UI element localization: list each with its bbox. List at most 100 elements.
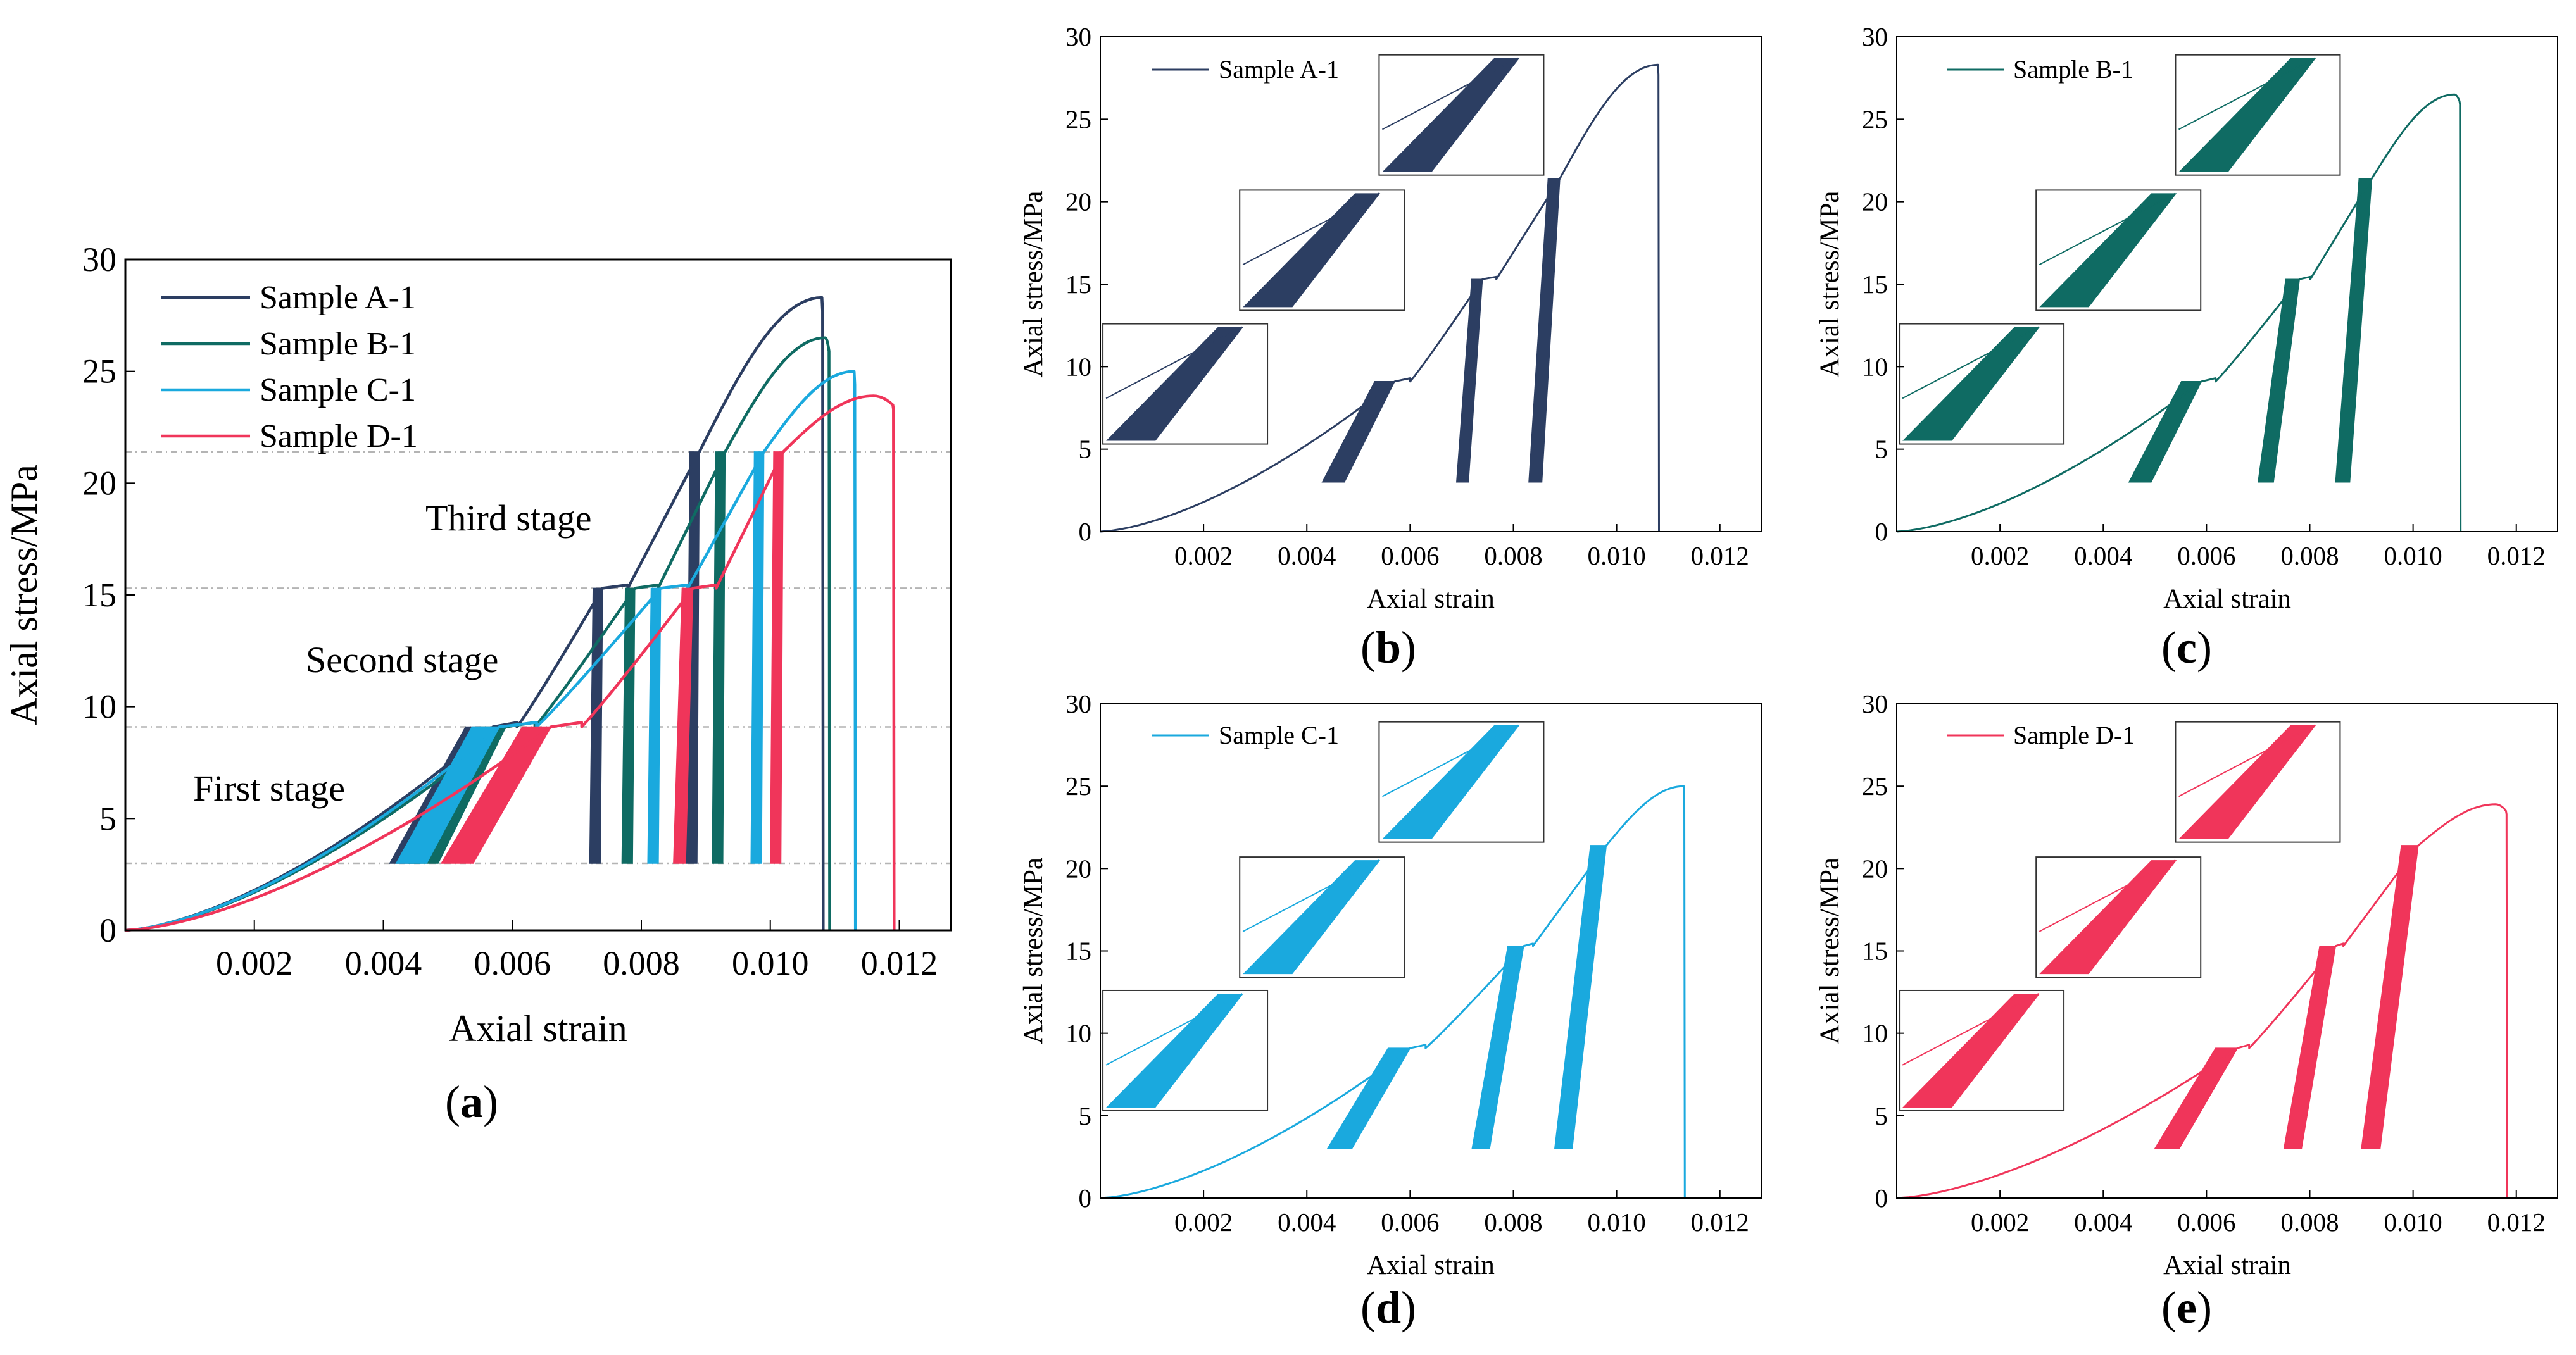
x-tick-label: 0.010 [1588,1208,1646,1237]
cyclic-loop-band [1554,845,1607,1149]
y-tick-label: 20 [1862,854,1888,883]
y-tick-label: 10 [1862,352,1888,381]
x-tick-label: 0.004 [1278,1208,1336,1237]
series-line [1896,93,2462,533]
y-axis-label: Axial stress/MPa [1815,190,1845,377]
y-tick-label: 15 [1862,270,1888,299]
cyclic-loop-band [589,587,603,864]
cyclic-loop-band [1455,278,1483,483]
legend-entry: Sample B-1 [260,326,416,362]
y-axis-label: Axial stress/MPa [1815,858,1845,1044]
zoom-inset [1102,989,1269,1111]
x-tick-label: 0.010 [732,944,809,982]
y-tick-label: 25 [1065,771,1091,801]
x-tick-label: 0.002 [1174,541,1233,570]
x-tick-label: 0.008 [2280,541,2339,570]
cyclic-loop-band [2258,278,2301,483]
inset-loop-band [1902,327,2040,441]
cyclic-loop-band [1471,945,1524,1149]
cyclic-loop-band [770,451,784,864]
y-tick-label: 15 [1065,270,1091,299]
inset-curve-line [1242,859,1379,932]
panel-d: 0 5 10 15 20 25 30 0.002 0.004 0.006 0.008 0.010 0.0… [1019,689,1762,1333]
zoom-inset [1239,189,1405,311]
inset-curve-line [2178,724,2315,797]
x-tick-label: 0.004 [2074,541,2132,570]
panel-label: (e) [2161,1282,2212,1333]
y-tick-label: 15 [1862,937,1888,966]
y-tick-label: 5 [99,799,116,837]
y-tick-label: 10 [1065,352,1091,381]
series-line [125,296,825,932]
panel-label: (a) [445,1077,498,1127]
x-tick-label: 0.008 [2280,1208,2339,1237]
y-tick-label: 20 [1065,187,1091,216]
x-tick-label: 0.012 [861,944,938,982]
y-tick-label: 10 [82,688,116,726]
y-tick-label: 0 [1079,1183,1092,1213]
inset-curve-line [1902,326,2039,399]
inset-loop-band [2178,58,2316,172]
zoom-inset [1378,54,1545,176]
x-tick-label: 0.012 [2487,541,2546,570]
panel-label: (b) [1360,622,1416,673]
legend-entry: Sample C-1 [1219,721,1339,749]
inset-curve-line [1381,57,1519,130]
x-tick-label: 0.004 [345,944,422,982]
zoom-inset [1102,323,1269,445]
y-tick-label: 25 [82,353,116,390]
y-tick-label: 15 [1065,937,1091,966]
x-axis-label: Axial strain [1367,1251,1495,1280]
inset-loop-band [1106,993,1244,1108]
x-tick-label: 0.006 [2177,541,2235,570]
x-tick-label: 0.006 [1381,541,1439,570]
y-tick-label: 30 [82,240,116,278]
x-tick-label: 0.008 [1484,541,1542,570]
panel-a: 0 5 10 15 20 25 30 0.002 0.004 0.006 0.008 0.010 0.0… [3,240,952,1127]
inset-curve-line [2039,192,2176,266]
panel-b: 0 5 10 15 20 25 30 0.002 0.004 0.006 0.008 0.010 0.0… [1019,22,1762,673]
x-tick-label: 0.002 [1174,1208,1233,1237]
x-tick-label: 0.008 [603,944,680,982]
y-tick-label: 20 [1862,187,1888,216]
cyclic-loop-band [1528,178,1561,483]
y-tick-label: 30 [1862,689,1888,718]
x-axis-label: Axial strain [2163,584,2291,614]
y-tick-label: 20 [82,464,116,502]
x-tick-label: 0.006 [474,944,551,982]
stage-label: Third stage [425,497,592,539]
x-axis-label: Axial strain [1367,584,1495,614]
cyclic-loop-band [647,587,662,864]
y-tick-label: 25 [1862,771,1888,801]
x-axis-label: Axial strain [449,1008,627,1049]
x-tick-label: 0.004 [2074,1208,2132,1237]
y-tick-label: 30 [1065,689,1091,718]
inset-curve-line [1381,724,1519,797]
zoom-inset [1378,721,1545,843]
legend-entry: Sample B-1 [2013,55,2133,84]
y-tick-label: 10 [1862,1019,1888,1048]
x-tick-label: 0.010 [2384,1208,2442,1237]
inset-loop-band [1106,327,1244,441]
axes-frame [124,258,952,932]
legend-entry: Sample A-1 [260,280,416,316]
zoom-inset [1899,989,2065,1111]
x-tick-label: 0.012 [2487,1208,2546,1237]
series-line [125,336,831,932]
x-tick-label: 0.006 [2177,1208,2235,1237]
stage-label: First stage [193,768,345,809]
inset-loop-band [1382,58,1520,172]
inset-loop-band [2039,860,2177,975]
y-tick-label: 25 [1065,104,1091,134]
legend-entry: Sample C-1 [260,372,416,408]
series-line [1896,803,2508,1199]
x-tick-label: 0.006 [1381,1208,1439,1237]
inset-curve-line [1105,993,1243,1066]
x-tick-label: 0.002 [1971,541,2029,570]
zoom-inset [2035,856,2202,978]
y-tick-label: 5 [1875,435,1888,464]
inset-loop-band [2178,725,2316,839]
cyclic-loop-band [2335,178,2373,483]
legend-entry: Sample A-1 [1219,55,1339,84]
